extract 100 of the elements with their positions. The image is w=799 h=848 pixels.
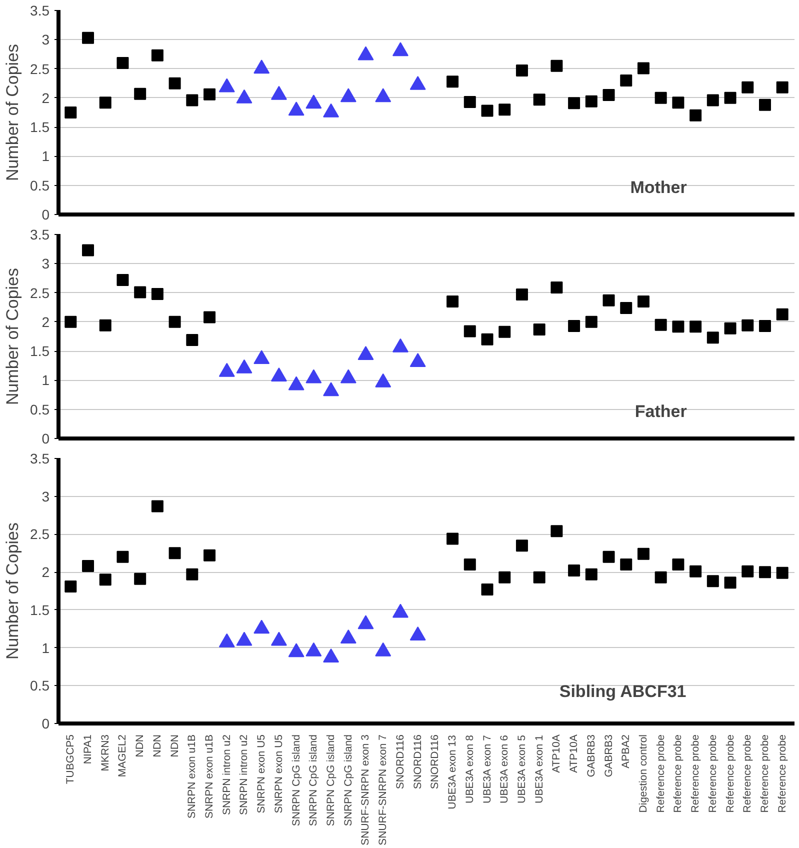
- x-tick-label: NDN: [151, 734, 164, 758]
- point: [358, 615, 374, 630]
- point: [776, 81, 788, 94]
- point: [288, 376, 304, 390]
- x-tick-label: Reference probe: [758, 734, 771, 813]
- x-tick-label: APBA2: [620, 734, 632, 768]
- point: [724, 576, 736, 589]
- x-tick-label: SNRPN exon U5: [272, 734, 285, 814]
- point: [568, 97, 580, 110]
- point: [672, 96, 684, 109]
- y-tick-label: 3.5: [30, 226, 50, 242]
- x-tick-label: Reference probe: [706, 734, 719, 813]
- y-tick-label: 1.5: [30, 343, 50, 360]
- point: [568, 564, 580, 577]
- point: [306, 369, 322, 384]
- point: [82, 560, 94, 572]
- x-tick-label: UBE3A exon 5: [516, 734, 528, 804]
- point: [637, 62, 650, 74]
- y-tick-label: 0: [42, 716, 50, 732]
- point: [550, 282, 563, 294]
- x-tick-label: MKRN3: [99, 734, 112, 772]
- x-tick-label: NIPA1: [82, 734, 94, 764]
- y-tick-label: 1: [42, 372, 50, 388]
- point: [64, 316, 77, 328]
- point: [186, 94, 198, 106]
- point: [672, 558, 684, 570]
- point: [602, 294, 615, 306]
- x-tick-label: UBE3A exon 1: [533, 734, 546, 804]
- x-tick-label: Reference probe: [776, 734, 788, 813]
- point: [392, 338, 408, 352]
- point: [410, 626, 426, 640]
- point: [204, 88, 216, 100]
- point: [533, 324, 546, 336]
- x-tick-label: SNORD116: [429, 734, 442, 790]
- y-tick-label: 0: [42, 430, 50, 446]
- y-tick-label: 2: [42, 90, 50, 106]
- x-tick-label: TUBGCP5: [64, 734, 77, 784]
- point: [516, 64, 528, 77]
- point: [481, 333, 494, 346]
- point: [134, 286, 146, 298]
- point: [323, 648, 340, 662]
- y-tick-label: 1: [42, 640, 50, 656]
- point: [151, 500, 164, 512]
- y-tick-label: 3.5: [30, 450, 50, 466]
- y-tick-label: 2.5: [30, 60, 50, 77]
- point: [340, 630, 356, 644]
- x-tick-label: Reference probe: [672, 734, 684, 813]
- y-tick-label: 3: [42, 256, 50, 272]
- x-tick-label: UBE3A exon 7: [481, 734, 494, 804]
- point: [116, 56, 129, 69]
- point: [742, 81, 754, 94]
- point: [99, 319, 112, 332]
- x-tick-label: Reference probe: [724, 734, 736, 813]
- point: [270, 368, 287, 382]
- point: [82, 32, 94, 44]
- y-tick-label: 0.5: [30, 177, 50, 194]
- point: [654, 92, 667, 104]
- x-tick-label: Digestion control: [637, 734, 650, 813]
- point: [464, 558, 476, 570]
- point: [706, 575, 719, 588]
- x-tick-label: SNRPN intron u2: [220, 734, 233, 816]
- point: [690, 109, 702, 122]
- point: [410, 352, 426, 367]
- point: [620, 74, 632, 86]
- point: [218, 362, 235, 377]
- x-tick-label: Reference probe: [690, 734, 702, 813]
- x-tick-label: SNRPN CpG island: [290, 734, 302, 826]
- point: [446, 532, 459, 545]
- point: [550, 525, 563, 538]
- point: [218, 633, 235, 648]
- point: [585, 568, 598, 580]
- annotation: Mother: [630, 178, 688, 198]
- point: [724, 322, 736, 334]
- point: [186, 568, 198, 580]
- point: [288, 643, 304, 658]
- x-tick-label: SNORD116: [394, 734, 406, 790]
- point: [151, 49, 164, 62]
- point: [464, 325, 476, 338]
- point: [236, 632, 252, 646]
- point: [585, 95, 598, 108]
- annotation: Sibling ABCF31: [559, 682, 686, 701]
- x-tick-label: NDN: [168, 734, 181, 758]
- point: [568, 320, 580, 332]
- point: [204, 311, 216, 324]
- point: [392, 604, 408, 618]
- y-tick-label: 2.5: [30, 284, 50, 301]
- point: [116, 274, 129, 286]
- point: [742, 565, 754, 578]
- point: [254, 620, 270, 634]
- x-tick-label: UBE3A exon 6: [498, 734, 511, 804]
- point: [134, 88, 146, 100]
- point: [323, 382, 340, 396]
- point: [620, 302, 632, 314]
- x-tick-label: ATP10A: [568, 734, 580, 773]
- point: [481, 104, 494, 117]
- point: [742, 319, 754, 332]
- x-tick-label: SNRPN intron u2: [238, 734, 250, 816]
- x-tick-label: Reference probe: [742, 734, 754, 813]
- x-tick-label: GABRB3: [602, 734, 615, 778]
- y-tick-label: 0: [42, 206, 50, 222]
